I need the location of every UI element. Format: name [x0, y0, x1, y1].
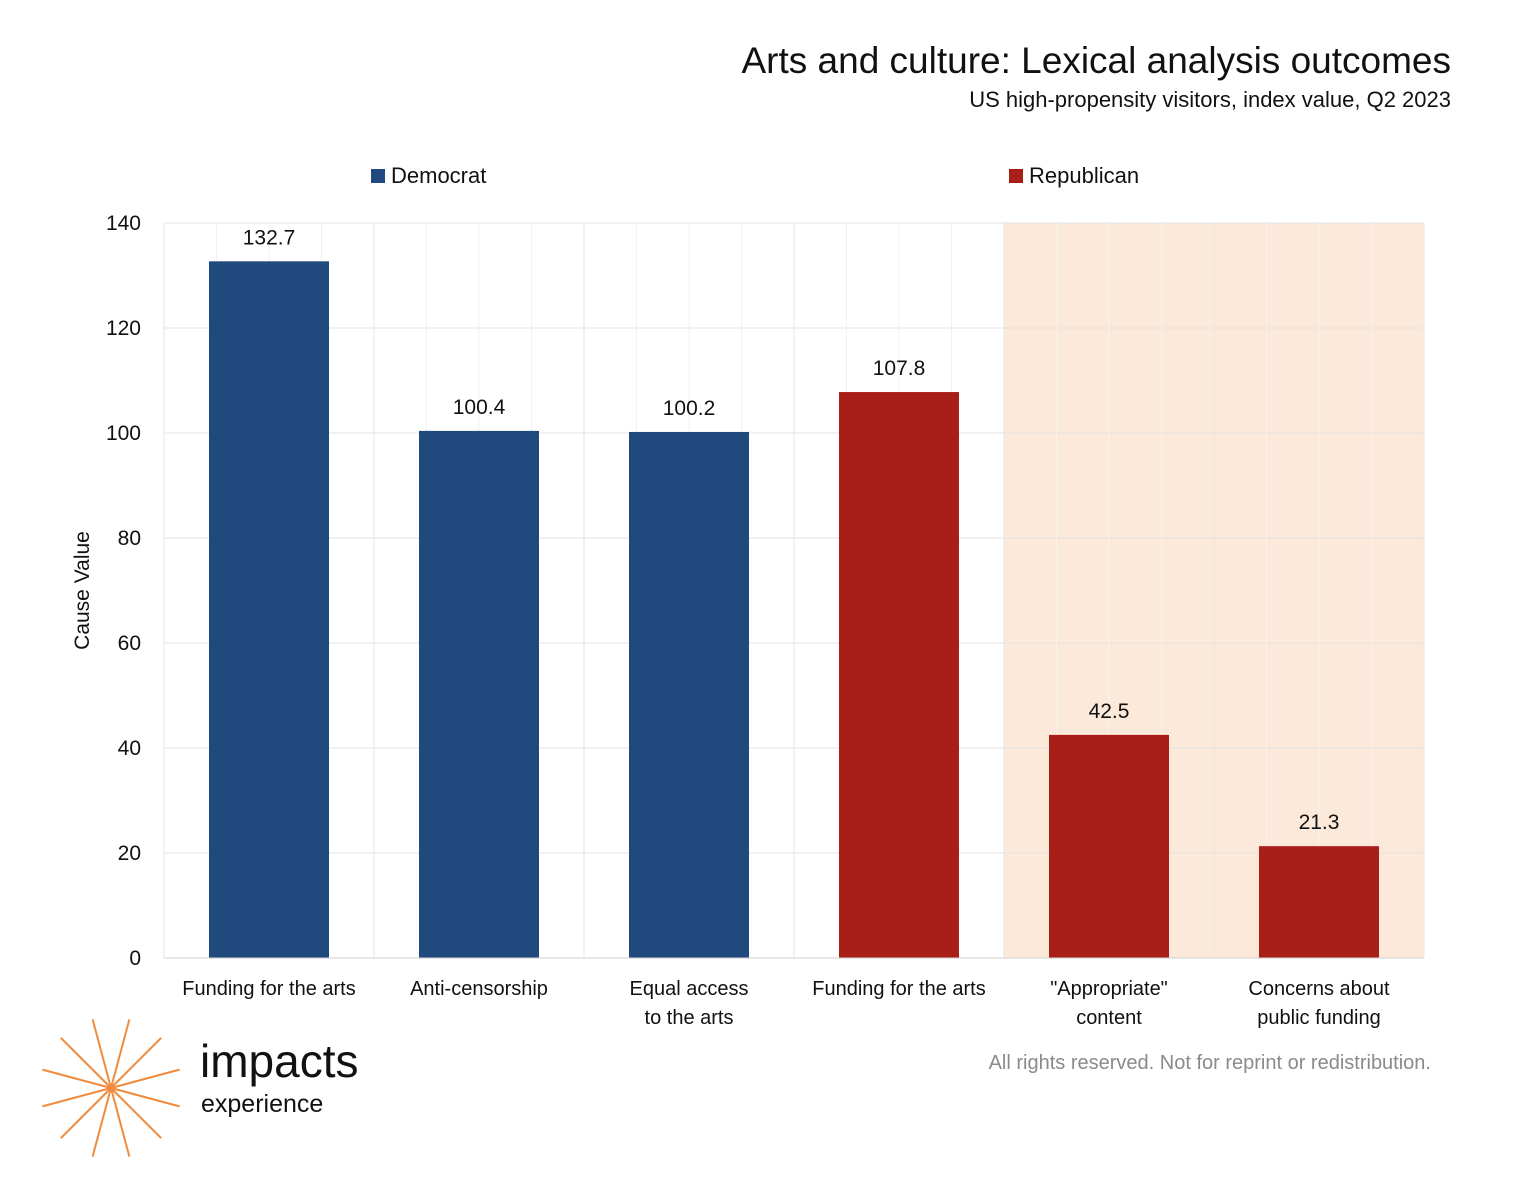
y-tick-label: 100: [106, 422, 141, 445]
chart-title: Arts and culture: Lexical analysis outco…: [741, 40, 1451, 81]
legend-label-republican: Republican: [1029, 163, 1140, 188]
legend-swatch-democrat: [371, 169, 385, 183]
bar-value-label: 21.3: [1299, 811, 1340, 834]
logo-ray: [60, 1087, 112, 1139]
y-axis-title: Cause Value: [71, 531, 94, 650]
bar: [629, 431, 749, 958]
x-category-label: content: [1076, 1007, 1142, 1029]
y-tick-label: 60: [118, 632, 141, 655]
bar: [209, 261, 329, 958]
logo-center-dot: [107, 1084, 115, 1092]
legend-item-democrat: Democrat: [371, 163, 486, 189]
logo-ray: [110, 1087, 162, 1139]
logo-ray: [110, 1019, 131, 1089]
y-tick-label: 140: [106, 212, 141, 235]
x-category-label: Equal access: [630, 978, 749, 1000]
logo-ray: [110, 1087, 131, 1157]
rights-notice: All rights reserved. Not for reprint or …: [988, 1052, 1431, 1074]
y-tick-label: 120: [106, 317, 141, 340]
bar: [1259, 846, 1379, 958]
bar: [1049, 734, 1169, 958]
legend-swatch-republican: [1009, 169, 1023, 183]
y-tick-label: 80: [118, 527, 141, 550]
y-tick-label: 40: [118, 737, 141, 760]
logo-ray: [110, 1068, 180, 1089]
y-tick-label: 20: [118, 842, 141, 865]
logo-ray: [42, 1087, 112, 1108]
bar-value-label: 42.5: [1089, 700, 1130, 723]
x-category-label: Anti-censorship: [410, 978, 548, 1000]
starburst-logo-icon: [42, 1019, 180, 1157]
bar: [839, 392, 959, 958]
bar-value-label: 132.7: [243, 226, 296, 249]
legend-item-republican: Republican: [1009, 163, 1139, 189]
logo-ray: [91, 1087, 112, 1157]
y-tick-label: 0: [129, 947, 141, 970]
x-category-label: Funding for the arts: [812, 978, 985, 1000]
logo-ray: [110, 1037, 162, 1089]
logo-ray: [91, 1019, 112, 1089]
bar-value-label: 107.8: [873, 357, 926, 380]
logo-ray: [42, 1068, 112, 1089]
x-category-label: public funding: [1257, 1007, 1380, 1029]
bar-value-label: 100.4: [453, 396, 506, 419]
bar: [419, 430, 539, 958]
logo-subtitle: experience: [201, 1090, 324, 1118]
logo-ray: [110, 1087, 180, 1108]
logo-ray: [60, 1037, 112, 1089]
logo-wordmark: impacts: [200, 1035, 359, 1087]
x-category-label: Concerns about: [1248, 978, 1390, 1000]
chart-subtitle: US high-propensity visitors, index value…: [969, 87, 1451, 112]
legend-label-democrat: Democrat: [391, 163, 487, 188]
x-category-label: "Appropriate": [1050, 978, 1168, 1000]
x-category-label: Funding for the arts: [182, 978, 355, 1000]
x-category-label: to the arts: [645, 1007, 734, 1029]
bar-value-label: 100.2: [663, 397, 716, 420]
